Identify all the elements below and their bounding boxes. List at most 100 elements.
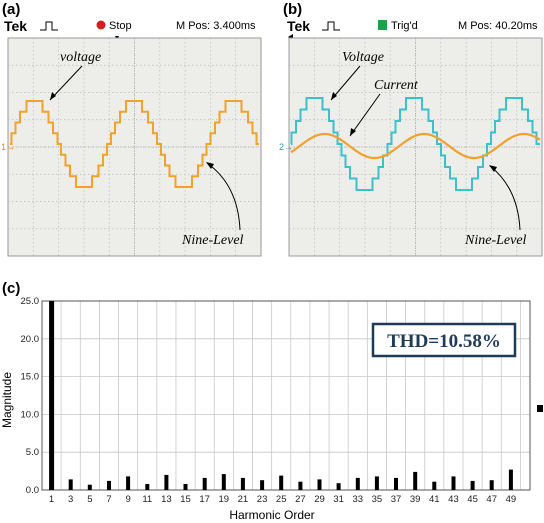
- panel-b-trigger-icon: [322, 21, 340, 31]
- panel-a-label: (a): [2, 1, 20, 18]
- panel-c-y-ticks: 0.0 5.0 10.0 15.0 20.0 25.0: [21, 296, 40, 496]
- bar: [279, 475, 284, 490]
- x-tick-label: 23: [257, 494, 268, 505]
- x-tick-label: 35: [372, 494, 383, 505]
- panel-b-annotation-voltage: Voltage: [342, 50, 384, 65]
- bar: [508, 469, 513, 490]
- bar: [145, 484, 150, 490]
- panel-b-channel-marker: 2→: [279, 142, 293, 152]
- panel-b-arrow-voltage-icon: [330, 65, 361, 101]
- bar: [240, 477, 245, 490]
- x-tick-label: 27: [295, 494, 306, 505]
- bar: [164, 474, 169, 490]
- x-tick-label: 15: [180, 494, 191, 505]
- bar: [451, 476, 456, 490]
- x-tick-label: 19: [219, 494, 230, 505]
- panel-b-annotation-current: Current: [374, 78, 419, 93]
- bar: [221, 474, 226, 490]
- panel-a-voltage-trace: [10, 100, 259, 188]
- panel-c: (c) 0.05.010.015.020.025.0 1 3 5 7 9 11 13 15 17…: [0, 280, 543, 522]
- panel-b-trigd-icon: [378, 20, 387, 30]
- panel-a-brand: Tek: [4, 18, 27, 34]
- panel-a-annotation-voltage: voltage: [60, 50, 101, 65]
- x-tick-label: 29: [314, 494, 325, 505]
- y-tick-label: 5.0: [26, 447, 39, 458]
- panel-b-arrow-current-icon: [349, 93, 381, 137]
- bar: [374, 476, 379, 490]
- x-tick-label: 47: [486, 494, 497, 505]
- x-tick-label: 17: [199, 494, 210, 505]
- panel-b-header: Tek Trig'd M Pos: 40.20ms: [287, 18, 538, 40]
- panel-a: (a) Tek Stop M Pos: 3.400ms voltage Nine…: [1, 1, 262, 257]
- panel-b-arrowhead-current-icon: [350, 128, 356, 136]
- bar: [489, 480, 494, 490]
- panel-a-stop-icon: [96, 20, 106, 30]
- y-tick-label: 25.0: [21, 296, 40, 307]
- y-tick-label: 20.0: [21, 334, 40, 345]
- panel-b-label: (b): [283, 1, 302, 18]
- bar: [202, 477, 207, 490]
- y-tick-label: 15.0: [21, 372, 40, 383]
- panel-b-brand: Tek: [287, 18, 310, 34]
- bar: [470, 480, 475, 490]
- x-tick-label: 25: [276, 494, 287, 505]
- bar: [432, 481, 437, 490]
- bar: [126, 476, 131, 490]
- x-tick-label: 43: [448, 494, 459, 505]
- x-tick-label: 49: [506, 494, 517, 505]
- bar: [355, 477, 360, 490]
- x-tick-label: 11: [142, 494, 152, 505]
- panel-a-annotation-ninelevel: Nine-Level: [181, 233, 244, 248]
- bar: [49, 301, 55, 490]
- panel-a-arrowhead-voltage-icon: [50, 92, 56, 100]
- x-tick-label: 45: [467, 494, 478, 505]
- panel-b: (b) Tek Trig'd M Pos: 40.20ms Voltage Cu…: [279, 1, 543, 257]
- panel-b-arrowhead-voltage-icon: [331, 92, 337, 100]
- panel-c-thd-box: [371, 322, 517, 358]
- bar: [336, 483, 341, 490]
- x-tick-label: 13: [161, 494, 172, 505]
- panel-b-status: Trig'd: [391, 20, 418, 32]
- bar: [298, 481, 303, 490]
- y-tick-label: 10.0: [21, 409, 40, 420]
- panel-a-status: Stop: [109, 20, 132, 32]
- bar: [183, 484, 188, 490]
- bar: [413, 471, 418, 490]
- x-tick-label: 7: [106, 494, 111, 505]
- bar: [68, 479, 73, 490]
- x-tick-label: 3: [68, 494, 73, 505]
- x-tick-label: 39: [410, 494, 421, 505]
- panel-c-thd-value: THD=10.58%: [387, 331, 501, 352]
- bar: [394, 477, 398, 490]
- panel-c-x-ticks: 1 3 5 7 9 11 13 15 17 19 21 23 25 27 29 31 33 35 37 39 41 43 4…: [49, 494, 516, 505]
- panel-c-plot-frame: [41, 300, 531, 491]
- panel-a-arrow-ninelevel-icon: [206, 162, 241, 231]
- panel-a-channel-marker: 1→: [1, 142, 15, 152]
- panel-a-grid: [8, 38, 261, 256]
- panel-a-trigger-icon: [40, 21, 58, 31]
- panel-a-arrowhead-ninelevel-icon: [206, 162, 214, 169]
- panel-b-mpos: M Pos: 40.20ms: [458, 20, 538, 32]
- panel-c-label: (c): [2, 280, 20, 297]
- panel-a-header: Tek Stop M Pos: 3.400ms: [4, 18, 256, 40]
- x-tick-label: 21: [238, 494, 249, 505]
- bar: [87, 484, 92, 490]
- x-tick-label: 37: [391, 494, 402, 505]
- panel-a-mpos: M Pos: 3.400ms: [176, 20, 256, 32]
- y-tick-label: 0.0: [26, 485, 39, 496]
- x-tick-label: 41: [429, 494, 440, 505]
- panel-b-current-trace: [290, 132, 541, 160]
- panel-b-voltage-trace: [290, 97, 540, 191]
- panel-c-edge-marker: [537, 405, 543, 412]
- panel-a-arrow-voltage-icon: [49, 65, 83, 101]
- panel-b-arrowhead-ninelevel-icon: [489, 165, 497, 172]
- x-tick-label: 31: [333, 494, 344, 505]
- bar: [260, 480, 265, 490]
- panel-c-x-axis-label: Harmonic Order: [229, 508, 314, 522]
- panel-c-y-axis-label: Magnitude: [0, 372, 14, 428]
- panel-c-bars: [49, 301, 513, 490]
- x-tick-label: 5: [87, 494, 92, 505]
- x-tick-label: 9: [125, 494, 130, 505]
- panel-b-annotation-ninelevel: Nine-Level: [464, 233, 527, 248]
